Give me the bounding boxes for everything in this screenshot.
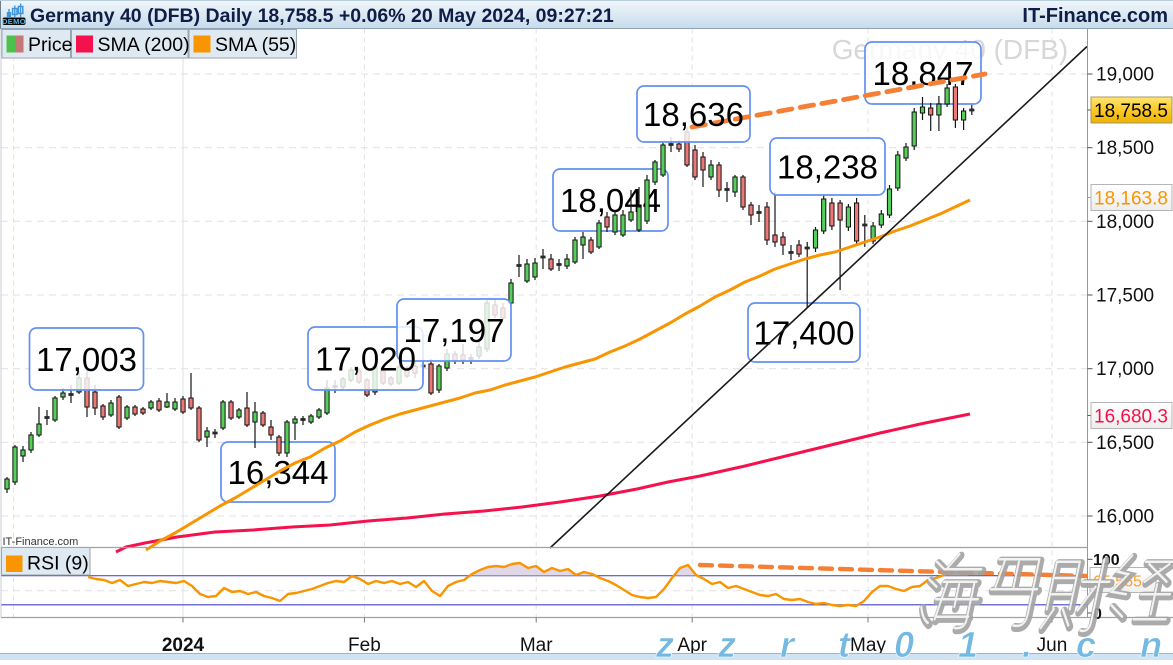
svg-text:zzrt01.cn: zzrt01.cn bbox=[655, 624, 1173, 660]
svg-text:Feb: Feb bbox=[348, 635, 381, 656]
svg-text:18,238: 18,238 bbox=[777, 149, 878, 186]
svg-text:Germany 40 (DFB) Daily 18,758.: Germany 40 (DFB) Daily 18,758.5 +0.06% 2… bbox=[30, 5, 614, 27]
svg-text:Price: Price bbox=[28, 34, 72, 56]
svg-text:2024: 2024 bbox=[162, 635, 205, 656]
svg-text:Mar: Mar bbox=[520, 635, 553, 656]
svg-text:18,500: 18,500 bbox=[1096, 138, 1154, 159]
svg-text:18,758.5: 18,758.5 bbox=[1094, 101, 1168, 122]
svg-text:IT-Finance.com: IT-Finance.com bbox=[3, 536, 79, 548]
svg-text:18,000: 18,000 bbox=[1096, 212, 1154, 233]
svg-text:16,500: 16,500 bbox=[1096, 433, 1154, 454]
svg-text:17,003: 17,003 bbox=[36, 341, 137, 378]
svg-text:May: May bbox=[850, 635, 886, 656]
svg-text:19,000: 19,000 bbox=[1096, 65, 1154, 86]
svg-text:17,000: 17,000 bbox=[1096, 359, 1154, 380]
svg-text:17,197: 17,197 bbox=[404, 312, 505, 349]
svg-text:17,500: 17,500 bbox=[1096, 286, 1154, 307]
svg-text:Jun: Jun bbox=[1037, 635, 1068, 656]
svg-text:IT-Finance.com: IT-Finance.com bbox=[1022, 5, 1168, 27]
svg-text:Apr: Apr bbox=[677, 635, 707, 656]
svg-text:18,636: 18,636 bbox=[643, 96, 744, 133]
svg-text:SMA (200): SMA (200) bbox=[98, 34, 190, 56]
svg-text:16,000: 16,000 bbox=[1096, 507, 1154, 528]
svg-text:RSI (9): RSI (9) bbox=[27, 553, 89, 575]
svg-text:17,020: 17,020 bbox=[315, 341, 416, 378]
svg-text:17,400: 17,400 bbox=[754, 315, 855, 352]
svg-text:SMA (55): SMA (55) bbox=[215, 34, 296, 56]
svg-text:DEMO: DEMO bbox=[2, 17, 26, 26]
svg-text:18,044: 18,044 bbox=[560, 182, 661, 219]
svg-text:18,163.8: 18,163.8 bbox=[1094, 189, 1168, 210]
svg-text:16,680.3: 16,680.3 bbox=[1094, 407, 1168, 428]
